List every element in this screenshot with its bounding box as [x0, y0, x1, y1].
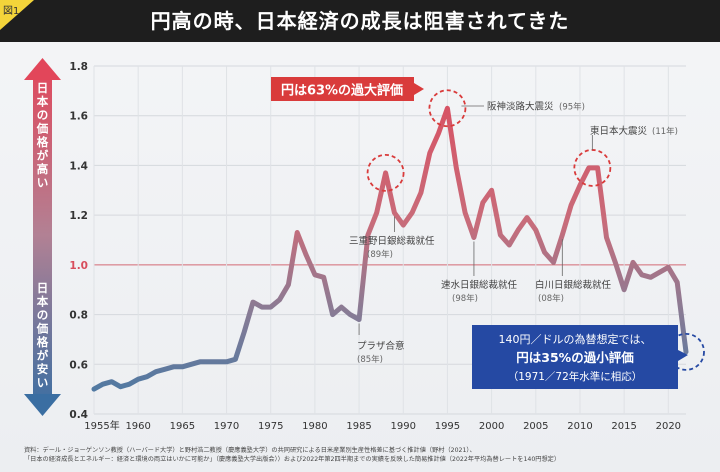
annotation-sub: (89年) — [367, 249, 393, 260]
y-tick-label: 0.4 — [69, 409, 88, 421]
annotation-sub: (85年) — [357, 354, 383, 365]
annotation-sub: (95年) — [559, 102, 585, 113]
overvalued-callout-text: 円は63%の過大評価 — [281, 83, 403, 99]
y-tick-label: 1.2 — [69, 210, 88, 222]
source-line: 資料：デール・ジョーゲンソン教授（ハーバード大学）と野村浩二教授（慶應義塾大学）… — [24, 447, 476, 454]
x-tick-label: 2000 — [479, 421, 504, 432]
header-bar: 図1 円高の時、日本経済の成長は阻害されてきた — [0, 0, 720, 42]
annotation-sub: (98年) — [452, 293, 478, 304]
x-tick-label: 1960 — [125, 421, 150, 432]
highlight-circle-1995 — [428, 89, 467, 128]
undervalued-callout-line2: 円は35%の過小評価 — [516, 350, 634, 365]
x-tick-label: 1995 — [435, 421, 460, 432]
chart-title: 円高の時、日本経済の成長は阻害されてきた — [150, 9, 570, 33]
annotation-label: 速水日銀総裁就任 — [441, 279, 518, 291]
undervalued-callout-line3: （1971／72年水準に相応） — [508, 370, 643, 383]
figure-label: 図1 — [3, 6, 20, 17]
x-tick-label: 1975 — [258, 421, 283, 432]
series — [91, 105, 689, 392]
overvalued-callout: 円は63%の過大評価 — [271, 77, 424, 101]
y-tick-label: 1.8 — [69, 61, 88, 73]
annotation-label: 三重野日銀総裁就任 — [349, 235, 435, 247]
x-tick-label: 1985 — [346, 421, 371, 432]
source-note: 資料：デール・ジョーゲンソン教授（ハーバード大学）と野村浩二教授（慶應義塾大学）… — [24, 446, 704, 464]
annotation-label: プラザ合意 — [357, 340, 405, 352]
x-tick-label: 2005 — [523, 421, 548, 432]
x-tick-label: 1990 — [391, 421, 416, 432]
y-tick-label: 0.8 — [69, 310, 88, 322]
annotation-sub: (08年) — [538, 293, 564, 304]
side-arrow: 日本の価格が高い 日本の価格が安い — [24, 58, 61, 416]
annotation-label: 東日本大震災 — [590, 125, 648, 137]
annotations: 阪神淡路大震災 (95年) 東日本大震災 (11年) 三重野日銀総裁就任 (89年) 速水日… — [349, 89, 705, 371]
x-tick-label: 1965 — [170, 421, 195, 432]
x-axis-ticks: 1955年 1960 1965 1970 1975 1980 1985 1990 1995 200… — [84, 419, 681, 432]
x-tick-label: 1955年 — [84, 419, 119, 432]
source-line: 「日本の経済成長とエネルギー：経済と環境の両立はいかに可能か」（慶應義塾大学出版… — [24, 456, 561, 463]
x-tick-label: 2020 — [656, 421, 681, 432]
series-line — [91, 105, 689, 392]
side-label-top: 日本の価格が高い — [36, 81, 49, 190]
highlight-circle-1988 — [366, 153, 405, 192]
side-label-bottom: 日本の価格が安い — [36, 281, 49, 390]
y-tick-label: 1.6 — [69, 111, 88, 123]
y-axis-ticks: 0.4 0.6 0.8 1.0 1.2 1.4 1.6 1.8 — [69, 61, 88, 421]
x-tick-label: 2015 — [611, 421, 636, 432]
x-tick-label: 1970 — [214, 421, 239, 432]
y-tick-label: 1.4 — [69, 160, 88, 172]
undervalued-callout-line1: 140円／ドルの為替想定では、 — [499, 332, 652, 346]
x-tick-label: 1980 — [302, 421, 327, 432]
x-tick-label: 2010 — [567, 421, 592, 432]
annotation-label: 阪神淡路大震災 — [487, 101, 554, 113]
annotation-sub: (11年) — [652, 126, 678, 137]
undervalued-callout: 140円／ドルの為替想定では、 円は35%の過小評価 （1971／72年水準に相… — [472, 325, 688, 389]
y-tick-label: 1.0 — [69, 260, 88, 272]
y-tick-label: 0.6 — [69, 359, 88, 371]
annotation-label: 白川日銀総裁就任 — [535, 279, 612, 291]
